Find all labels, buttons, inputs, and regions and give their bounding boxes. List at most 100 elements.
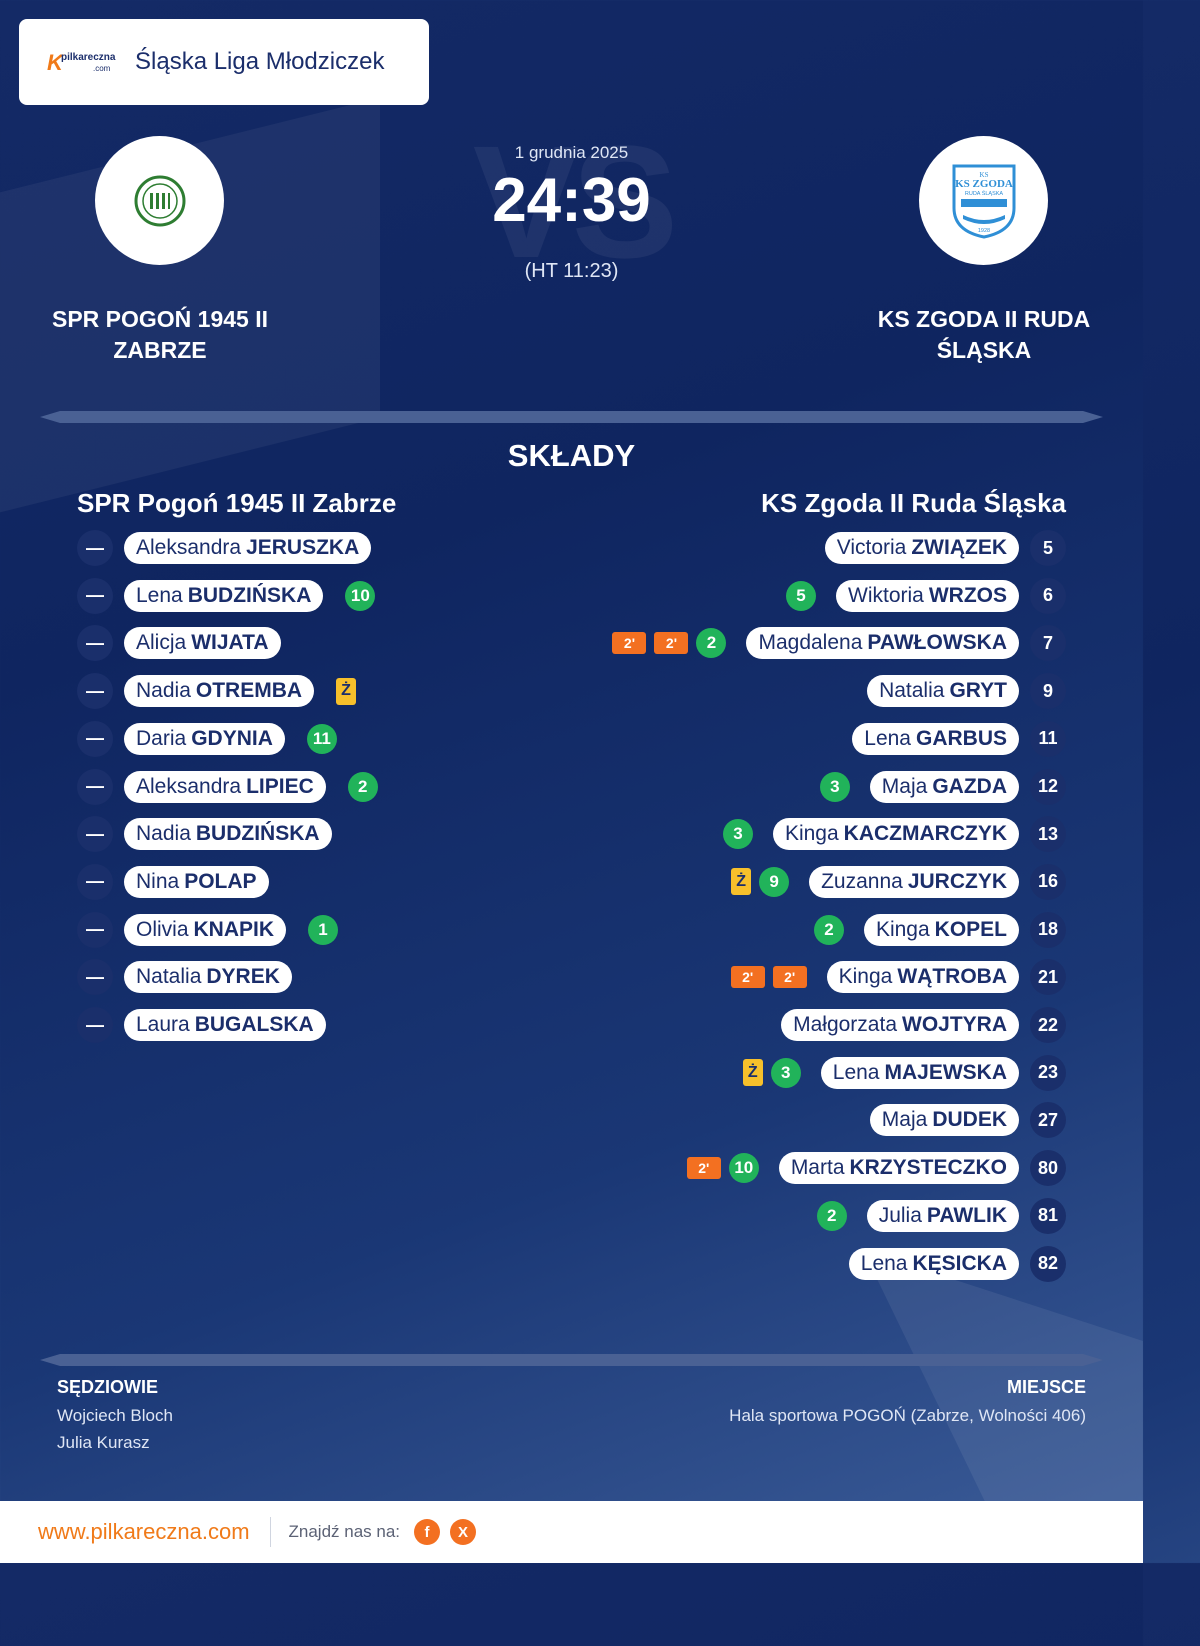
player-name: Lena KĘSICKA bbox=[848, 1247, 1019, 1280]
player-last-name: BUDZIŃSKA bbox=[195, 822, 320, 846]
goals-badge: 2 bbox=[813, 914, 844, 945]
player-row[interactable]: 13 Kinga KACZMARCZYK 3 bbox=[722, 816, 1066, 853]
player-last-name: WĄTROBA bbox=[897, 965, 1007, 989]
player-number: 80 bbox=[1030, 1150, 1066, 1187]
player-row[interactable]: — Nadia BUDZIŃSKA bbox=[77, 816, 354, 853]
player-stats: 2 bbox=[813, 914, 844, 945]
player-last-name: ZWIĄZEK bbox=[911, 536, 1007, 559]
player-first-name: Kinga bbox=[875, 917, 930, 941]
player-number: — bbox=[77, 768, 113, 805]
player-row[interactable]: 11 Lena GARBUS bbox=[832, 720, 1066, 757]
lineups-title: SKŁADY bbox=[507, 438, 636, 473]
brand-logo[interactable]: K pilkareczna .com bbox=[47, 47, 119, 77]
svg-text:KS: KS bbox=[979, 171, 988, 179]
goals-badge: 10 bbox=[728, 1153, 759, 1184]
player-last-name: KNAPIK bbox=[193, 917, 275, 941]
player-row[interactable]: 21 Kinga WĄTROBA 2' 2' bbox=[730, 959, 1066, 996]
league-header: K pilkareczna .com Śląska Liga Młodzicze… bbox=[19, 19, 429, 105]
player-row[interactable]: — Aleksandra JERUSZKA bbox=[77, 530, 393, 566]
background-shape bbox=[863, 1250, 1143, 1510]
goals-badge: 3 bbox=[819, 771, 850, 802]
player-stats: 3 bbox=[819, 771, 850, 802]
player-name: Alicja WIJATA bbox=[124, 627, 281, 660]
player-number: 6 bbox=[1030, 577, 1066, 614]
player-last-name: DUDEK bbox=[932, 1108, 1007, 1132]
referee-name: Wojciech Bloch bbox=[57, 1406, 173, 1425]
away-team-name-line2: ŚLĄSKA bbox=[936, 337, 1032, 363]
player-row[interactable]: — Nina POLAP bbox=[77, 863, 291, 900]
player-row[interactable]: 6 Wiktoria WRZOS 5 bbox=[786, 577, 1066, 614]
player-first-name: Daria bbox=[136, 726, 187, 750]
player-last-name: PAWLIK bbox=[926, 1203, 1007, 1227]
player-row[interactable]: 80 Marta KRZYSTECZKO 10 2' bbox=[686, 1150, 1066, 1187]
player-first-name: Maja bbox=[881, 774, 928, 798]
player-stats: 5 bbox=[786, 580, 816, 611]
player-first-name: Maja bbox=[881, 1108, 928, 1132]
player-last-name: GDYNIA bbox=[191, 726, 273, 750]
player-last-name: WRZOS bbox=[928, 583, 1007, 607]
player-number: 9 bbox=[1030, 673, 1066, 710]
player-row[interactable]: — Natalia DYREK bbox=[77, 959, 314, 996]
svg-text:1928: 1928 bbox=[977, 228, 989, 234]
goals-badge: 1 bbox=[308, 914, 339, 945]
player-row[interactable]: — Alicja WIJATA bbox=[77, 625, 303, 662]
player-row[interactable]: 5 Victoria ZWIĄZEK bbox=[805, 530, 1066, 566]
away-roster-title: KS Zgoda II Ruda Śląska bbox=[761, 488, 1066, 518]
player-stats: 2 2' 2' bbox=[612, 628, 727, 659]
player-number: 22 bbox=[1030, 1007, 1066, 1043]
player-name: Natalia GRYT bbox=[867, 675, 1019, 708]
player-row[interactable]: 9 Natalia GRYT bbox=[847, 673, 1066, 710]
footer-separator bbox=[269, 1517, 271, 1547]
player-row[interactable]: — Daria GDYNIA 11 bbox=[77, 720, 337, 757]
player-number: 81 bbox=[1030, 1197, 1066, 1234]
player-first-name: Magdalena bbox=[758, 631, 863, 655]
player-name: Laura BUGALSKA bbox=[124, 1009, 326, 1041]
player-row[interactable]: 81 Julia PAWLIK 2 bbox=[816, 1197, 1066, 1234]
player-row[interactable]: 16 Zuzanna JURCZYK 9 Ż bbox=[731, 863, 1066, 900]
player-name: Julia PAWLIK bbox=[866, 1199, 1019, 1232]
player-last-name: OTREMBA bbox=[195, 679, 303, 703]
goals-badge: 3 bbox=[770, 1057, 801, 1088]
footer-website-link[interactable]: www.pilkareczna.com bbox=[38, 1519, 250, 1544]
x-icon[interactable]: X bbox=[450, 1519, 477, 1545]
player-number: 13 bbox=[1030, 816, 1066, 853]
player-row[interactable]: — Lena BUDZIŃSKA 10 bbox=[77, 577, 376, 614]
player-last-name: KĘSICKA bbox=[912, 1251, 1007, 1275]
player-first-name: Marta bbox=[790, 1156, 845, 1180]
player-number: 12 bbox=[1030, 768, 1066, 805]
player-last-name: WIJATA bbox=[191, 631, 269, 655]
player-number: — bbox=[77, 673, 113, 710]
player-last-name: DYREK bbox=[206, 965, 280, 989]
player-row[interactable]: 23 Lena MAJEWSKA 3 Ż bbox=[742, 1054, 1066, 1091]
player-last-name: WOJTYRA bbox=[902, 1013, 1007, 1036]
player-row[interactable]: 12 Maja GAZDA 3 bbox=[819, 768, 1066, 805]
player-first-name: Nadia bbox=[136, 679, 191, 703]
player-row[interactable]: — Laura BUGALSKA bbox=[77, 1007, 348, 1043]
player-row[interactable]: 18 Kinga KOPEL 2 bbox=[813, 911, 1066, 948]
final-score: 24:39 bbox=[492, 166, 651, 235]
player-row[interactable]: — Nadia OTREMBA Ż bbox=[77, 673, 357, 710]
player-row[interactable]: — Aleksandra LIPIEC 2 bbox=[77, 768, 378, 805]
goals-badge: 9 bbox=[759, 866, 790, 897]
player-first-name: Nadia bbox=[136, 822, 191, 846]
player-name: Kinga KACZMARCZYK bbox=[772, 818, 1019, 851]
player-row[interactable]: — Olivia KNAPIK 1 bbox=[77, 911, 339, 948]
player-first-name: Laura bbox=[136, 1013, 190, 1036]
player-last-name: BUDZIŃSKA bbox=[187, 583, 312, 607]
player-first-name: Aleksandra bbox=[136, 536, 242, 559]
brand-text: pilkareczna bbox=[61, 52, 116, 63]
player-row[interactable]: 7 Magdalena PAWŁOWSKA 2 2' 2' bbox=[612, 625, 1066, 662]
suspension-badge: 2' bbox=[686, 1157, 721, 1180]
player-row[interactable]: 22 Małgorzata WOJTYRA bbox=[761, 1007, 1066, 1043]
yellow-card-icon: Ż bbox=[731, 868, 752, 896]
facebook-icon[interactable]: f bbox=[414, 1519, 441, 1545]
home-team-name: SPR POGOŃ 1945 II ZABRZE bbox=[10, 304, 310, 366]
player-last-name: JURCZYK bbox=[907, 869, 1007, 893]
player-row[interactable]: 27 Maja DUDEK bbox=[850, 1102, 1066, 1139]
player-name: Lena BUDZIŃSKA bbox=[124, 579, 324, 612]
goals-badge: 2 bbox=[816, 1200, 847, 1231]
player-stats: 11 bbox=[306, 723, 337, 754]
player-row[interactable]: 82 Lena KĘSICKA bbox=[829, 1245, 1066, 1282]
